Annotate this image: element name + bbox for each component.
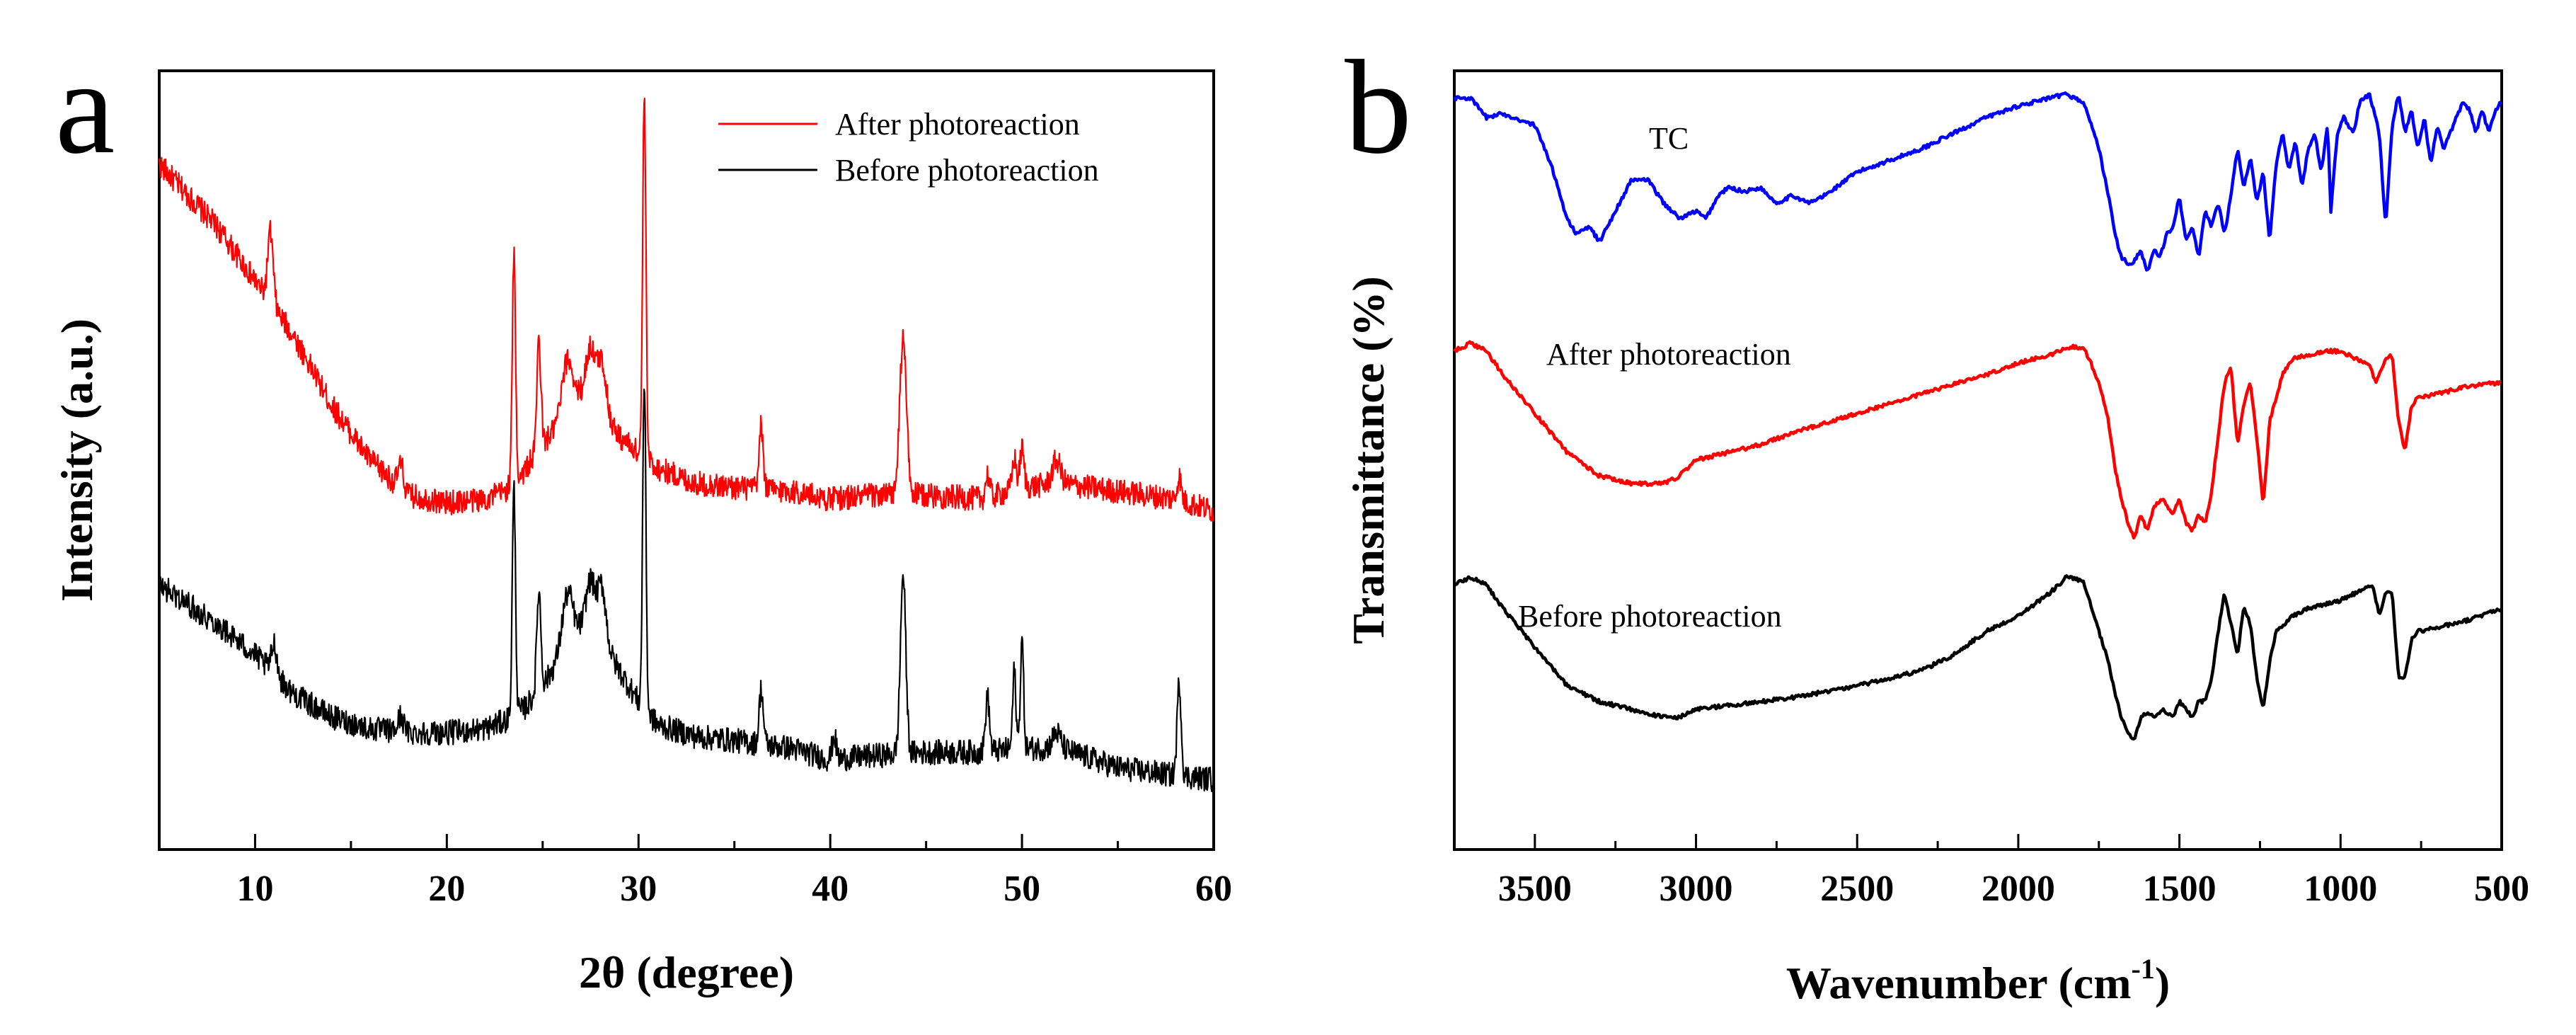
legend-label-after-photoreaction: After photoreaction [835, 107, 1080, 142]
panel-b-y-axis-title: Transmittance (%) [1343, 276, 1393, 644]
panel-a-x-axis-ticks: 10 20 30 40 50 60 [158, 834, 1232, 909]
panel-a-x-axis-title: 2θ (degree) [579, 947, 794, 997]
x-tick-label: 40 [812, 869, 849, 909]
panel-label-b: b [1345, 33, 1412, 182]
x-tick-label: 1000 [2304, 869, 2377, 909]
panel-b-x-axis-title-close: ) [2155, 958, 2170, 1008]
x-tick-label: 3500 [1498, 869, 1572, 909]
x-tick-label: 60 [1195, 869, 1232, 909]
panel-a-legend: After photoreaction Before photoreaction [718, 107, 1099, 188]
panel-b-x-axis-title-superscript: -1 [2132, 953, 2155, 985]
x-tick-label: 10 [236, 869, 273, 909]
x-tick-label: 2000 [1982, 869, 2055, 909]
annotation-after-photoreaction: After photoreaction [1546, 337, 1791, 372]
x-tick-label: 1500 [2143, 869, 2216, 909]
series-line-before-photoreaction [159, 388, 1214, 792]
x-tick-label: 2500 [1820, 869, 1894, 909]
legend-label-before-photoreaction: Before photoreaction [835, 153, 1099, 188]
x-tick-label: 20 [428, 869, 465, 909]
series-line-after-photoreaction [158, 97, 1214, 522]
panel-b-x-axis-ticks: 3500 3000 2500 2000 1500 1000 500 [1453, 834, 2529, 909]
x-tick-label: 3000 [1660, 869, 1733, 909]
panel-a-xrd-chart: a 10 20 30 40 50 60 After photoreaction Befor… [52, 33, 1232, 997]
panel-b-plot-frame [1453, 69, 2503, 851]
panel-b-ftir-chart: b 3500 3000 2500 2000 1500 1000 500 TC After p… [1343, 33, 2529, 1008]
panel-b-x-axis-title-main: Wavenumber (cm [1786, 958, 2132, 1008]
panel-a-series-group [158, 97, 1214, 792]
x-tick-label: 50 [1004, 869, 1040, 909]
series-line-after-photoreaction [1453, 340, 2502, 540]
annotation-before-photoreaction: Before photoreaction [1518, 599, 1782, 634]
annotation-tc: TC [1649, 121, 1689, 156]
panel-a-y-axis-title: Intensity (a.u.) [52, 319, 102, 602]
panel-b-x-axis-title: Wavenumber (cm-1) [1786, 953, 2170, 1008]
series-line-before-photoreaction [1453, 574, 2502, 740]
panel-b-series-group [1452, 91, 2503, 740]
x-tick-label: 30 [620, 869, 657, 909]
x-tick-label: 500 [2474, 869, 2529, 909]
series-line-tc [1452, 91, 2503, 272]
panel-label-a: a [55, 33, 115, 182]
panel-a-plot-frame [158, 69, 1215, 851]
